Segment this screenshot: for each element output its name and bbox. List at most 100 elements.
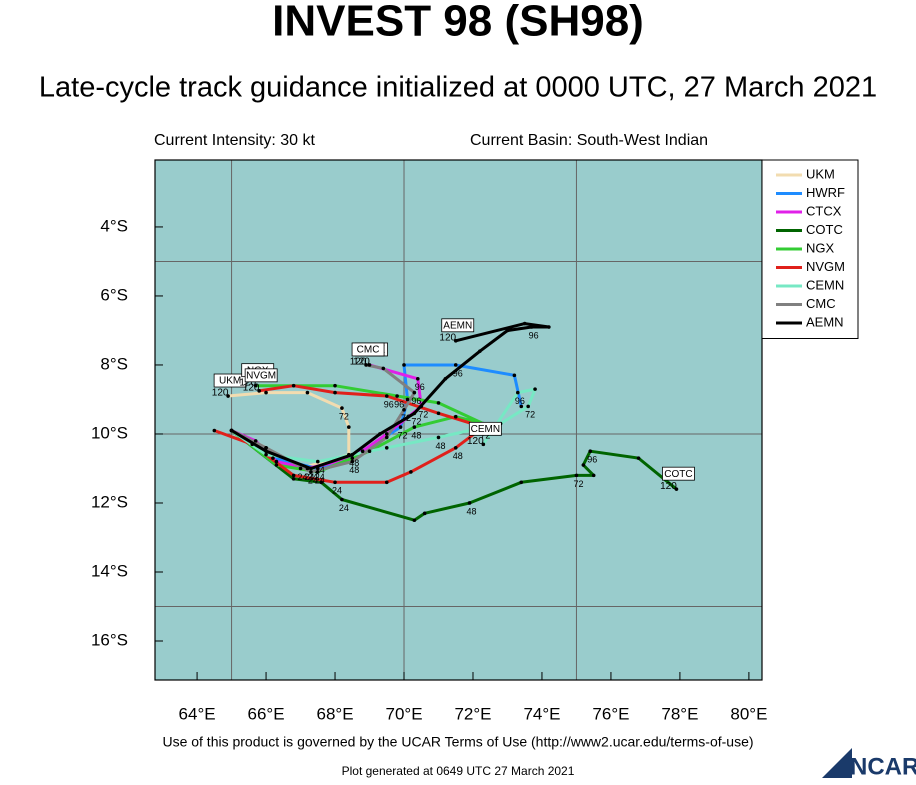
track-point	[574, 473, 579, 478]
x-tick-label: 70°E	[385, 704, 422, 723]
logo: NCAR	[850, 753, 916, 780]
hour-label: 48	[467, 506, 477, 516]
track-point	[350, 459, 355, 464]
legend-label: CEMN	[806, 277, 844, 292]
track-point	[340, 497, 344, 502]
track-point	[533, 387, 537, 391]
track-point	[436, 435, 441, 440]
x-tick-label: 72°E	[454, 704, 491, 723]
track-point	[309, 466, 313, 471]
track-point	[264, 452, 268, 457]
track-point	[381, 366, 386, 371]
track-point	[271, 456, 275, 460]
track-point	[519, 480, 524, 485]
hour-label: 120	[467, 436, 484, 447]
track-point	[526, 404, 530, 409]
hour-label: 24	[339, 503, 349, 513]
track-point	[253, 439, 258, 443]
track-point	[264, 390, 268, 395]
legend-label: NVGM	[806, 259, 845, 274]
track-point	[367, 449, 372, 454]
track-point	[588, 449, 593, 454]
track-point	[384, 435, 389, 440]
track-point	[412, 411, 417, 416]
track-point	[591, 473, 596, 478]
track-point	[264, 449, 268, 454]
hour-label: 120	[439, 332, 456, 343]
track-point	[305, 390, 310, 395]
hour-label: 96	[587, 455, 597, 465]
track-point	[333, 383, 337, 388]
track-point	[453, 414, 458, 419]
track-point	[467, 501, 472, 505]
track-point	[478, 349, 482, 353]
hour-label: 24	[308, 472, 318, 482]
hour-label: 120	[239, 377, 256, 388]
track-point	[384, 394, 389, 398]
hour-label: 48	[411, 430, 421, 440]
hour-label: 24	[308, 475, 318, 485]
track-point	[384, 432, 389, 436]
track-point	[453, 363, 458, 367]
y-tick-label: 4°S	[100, 216, 128, 235]
track-point	[416, 376, 420, 381]
track-point	[674, 487, 679, 491]
track-point	[315, 466, 320, 471]
track-point	[367, 363, 372, 367]
track-point	[347, 452, 351, 457]
track-point	[350, 456, 355, 460]
hour-label: 48	[453, 451, 463, 461]
model-label: NVGM	[246, 370, 276, 381]
track-point	[443, 376, 448, 381]
legend-label: CTCX	[806, 203, 842, 218]
track-point	[636, 456, 641, 460]
track-point	[419, 404, 424, 409]
x-tick-label: 76°E	[592, 704, 629, 723]
track-point	[333, 390, 337, 395]
track-point	[291, 473, 296, 478]
legend-label: UKM	[806, 166, 835, 181]
y-tick-label: 10°S	[91, 423, 128, 442]
hour-label: 72	[525, 410, 535, 420]
x-tick-label: 66°E	[248, 704, 285, 723]
track-point	[319, 480, 324, 485]
track-point	[402, 363, 406, 367]
legend-label: COTC	[806, 222, 843, 237]
track-point	[305, 466, 310, 471]
legend-label: AEMN	[806, 314, 844, 329]
hour-label: 120	[212, 388, 229, 399]
basin: Current Basin: South-West Indian	[470, 132, 708, 149]
track-point	[436, 411, 441, 416]
track-line	[230, 429, 678, 522]
track-point	[422, 511, 427, 516]
hour-label: 120	[353, 357, 370, 368]
track-point	[412, 518, 417, 523]
track-point	[402, 408, 406, 412]
hour-label: 24	[332, 486, 342, 496]
track-point	[409, 470, 413, 474]
track-point	[274, 463, 279, 467]
chart-subtitle: Late-cycle track guidance initialized at…	[39, 72, 877, 104]
track-point	[298, 466, 303, 471]
x-tick-label: 80°E	[730, 704, 767, 723]
logo-mark	[822, 748, 852, 778]
hour-label: 72	[573, 479, 583, 489]
model-label: COTC	[664, 469, 692, 480]
hour-label: 96	[515, 396, 525, 406]
track-point	[398, 425, 403, 429]
track-point	[529, 325, 534, 329]
hour-label: 72	[411, 417, 421, 427]
hour-label: 96	[394, 399, 404, 409]
hour-label: 72	[401, 413, 411, 423]
model-label: AEMN	[443, 320, 472, 331]
track-point	[309, 470, 313, 474]
y-tick-label: 8°S	[100, 354, 128, 373]
y-tick-label: 16°S	[91, 630, 128, 649]
y-tick-label: 6°S	[100, 285, 128, 304]
track-point	[291, 477, 296, 481]
hour-label: 72	[418, 410, 428, 420]
model-label: UKM	[219, 376, 241, 387]
track-point	[512, 373, 517, 378]
hour-label: 96	[415, 382, 425, 392]
y-tick-label: 14°S	[91, 561, 128, 580]
